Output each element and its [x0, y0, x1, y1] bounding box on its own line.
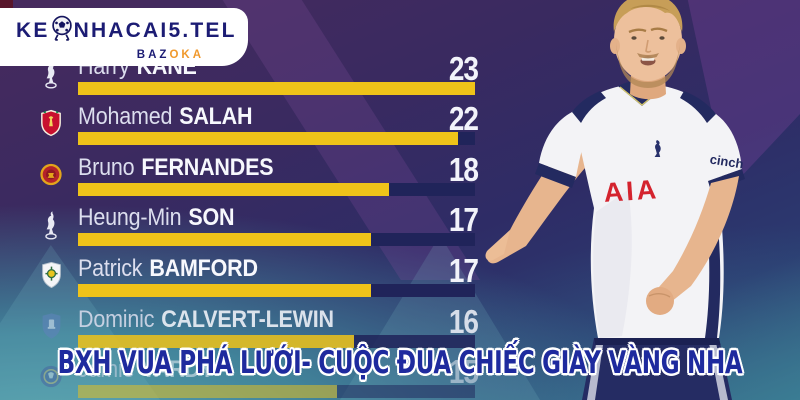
bar-fill	[78, 335, 355, 348]
bar-fill	[78, 82, 475, 95]
bar-track	[78, 82, 475, 95]
scorer-row-bamford: Patrick BAMFORD 17	[30, 252, 479, 301]
player-photo-harry-kane: cinch AIA 10	[485, 0, 745, 400]
goals-value: 17	[448, 201, 479, 239]
player-name: Bruno FERNANDES	[78, 154, 274, 181]
bar-fill	[78, 284, 372, 297]
chest-sponsor-text: AIA	[603, 174, 660, 208]
tottenham-crest-icon	[38, 208, 64, 240]
goals-value: 16	[448, 303, 479, 341]
leicester-crest-icon	[38, 360, 64, 392]
bar-track	[78, 233, 475, 246]
player-name: Heung-Min SON	[78, 204, 235, 231]
scorer-row-son: Heung-Min SON 17	[30, 201, 479, 250]
site-logo-subtext: BAZOKA	[136, 49, 204, 61]
bar-fill	[78, 233, 372, 246]
player-name: Jamie VARDY	[78, 356, 215, 383]
liverpool-crest-icon	[38, 107, 64, 139]
goals-value: 22	[448, 100, 479, 138]
player-name: Patrick BAMFORD	[78, 255, 258, 282]
soccer-ball-mascot-icon	[51, 14, 73, 48]
bar-track	[78, 335, 475, 348]
site-logo-text: KE NHACAI5.TEL	[16, 14, 234, 48]
banner-title: BXH VUA PHÁ LƯỚI- CUỘC ĐUA CHIẾC GIÀY VÀ…	[57, 346, 743, 382]
scorer-row-vardy: Jamie VARDY 15	[30, 353, 479, 400]
shorts-number-text: 10	[640, 352, 660, 371]
goals-value: 23	[448, 50, 479, 88]
leeds-crest-icon	[38, 259, 64, 291]
bar-track	[78, 132, 475, 145]
sleeve-sponsor-text: cinch	[709, 151, 745, 171]
scorer-row-salah: Mohamed SALAH 22	[30, 100, 479, 149]
site-logo-badge: KE NHACAI5.TEL BAZOKA	[0, 8, 248, 66]
man-utd-crest-icon	[38, 158, 64, 190]
bar-fill	[78, 385, 337, 398]
bar-track	[78, 183, 475, 196]
bar-track	[78, 284, 475, 297]
everton-crest-icon	[38, 310, 64, 342]
goals-value: 18	[448, 151, 479, 189]
player-name: Dominic CALVERT-LEWIN	[78, 306, 334, 333]
goals-value: 17	[448, 252, 479, 290]
scorer-row-fernandes: Bruno FERNANDES 18	[30, 151, 479, 200]
bar-fill	[78, 132, 458, 145]
player-name: Mohamed SALAH	[78, 103, 253, 130]
goals-value: 15	[448, 353, 479, 391]
scorer-row-kane: Harry KANE 23	[30, 50, 479, 99]
scorer-row-calvert-lewin: Dominic CALVERT-LEWIN 16	[30, 303, 479, 352]
bar-track	[78, 385, 475, 398]
bar-fill	[78, 183, 389, 196]
